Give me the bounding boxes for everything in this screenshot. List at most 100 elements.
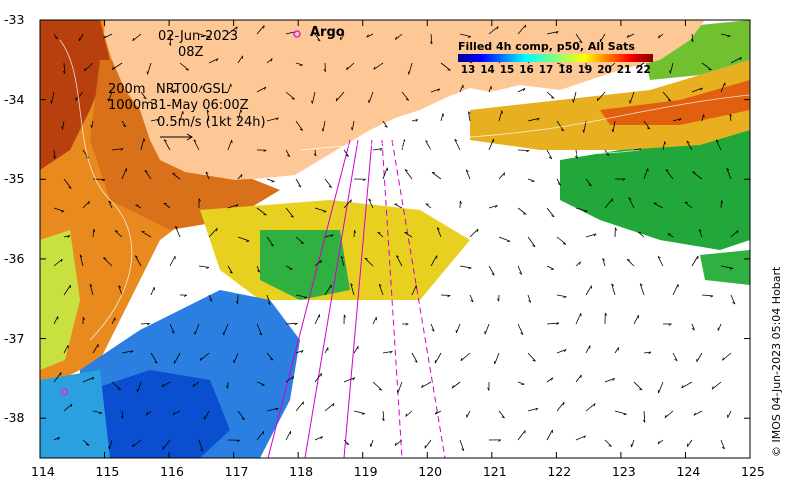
current-vector-head (436, 227, 440, 230)
current-vector (729, 113, 732, 122)
current-vector (662, 141, 666, 151)
current-vector (575, 374, 582, 383)
current-vector (227, 83, 232, 93)
current-vector (364, 257, 374, 267)
current-vector (340, 33, 345, 41)
current-vector-head (235, 26, 238, 30)
current-vector-head (271, 181, 275, 183)
current-vector-head (193, 139, 197, 142)
current-vector (53, 372, 62, 383)
current-vector (602, 258, 606, 267)
current-vector-head (560, 129, 564, 132)
current-vector (134, 255, 142, 267)
current-vector (498, 110, 503, 122)
current-vector-head (721, 446, 725, 450)
current-vector-head (143, 138, 146, 142)
current-vector (266, 236, 274, 247)
current-vector-head (57, 437, 60, 440)
current-vector-head (501, 416, 505, 419)
current-vector-head (103, 257, 107, 259)
current-vector-head (468, 111, 471, 115)
current-vector (527, 294, 532, 303)
current-vector (78, 33, 84, 42)
current-vector-head (487, 387, 490, 391)
current-vector (612, 120, 616, 133)
current-vector-head (117, 388, 121, 390)
current-vector (575, 261, 581, 267)
current-vector-head (345, 443, 350, 445)
current-vector (256, 86, 267, 93)
current-vector (608, 62, 616, 69)
current-vector (118, 285, 123, 296)
current-vector (546, 429, 553, 441)
current-vector-head (381, 418, 385, 422)
colorbar-tick-label: 18 (558, 64, 573, 76)
colorbar-tick-label: 16 (519, 64, 534, 76)
current-vector-head (287, 154, 291, 158)
current-vector (692, 171, 703, 180)
current-vector (691, 255, 699, 267)
current-vector (53, 258, 63, 267)
current-vector-head (350, 283, 354, 286)
current-vector-head (132, 37, 135, 41)
current-vector-head (299, 64, 303, 66)
current-vector-head (215, 58, 219, 62)
current-vector-head (241, 418, 245, 420)
current-vector (368, 91, 374, 103)
current-vector (424, 439, 432, 449)
current-vector (498, 236, 511, 242)
current-vector (350, 283, 355, 296)
current-vector (103, 33, 113, 39)
current-vector-head (373, 66, 376, 70)
current-vector (637, 231, 645, 238)
colorbar (458, 54, 653, 62)
x-tick-label: 114 (31, 464, 55, 479)
current-vector-head (216, 228, 218, 232)
altimetry-source: NRT00 GSL (156, 82, 228, 97)
current-vector (633, 381, 643, 391)
current-vector-head (300, 242, 304, 244)
current-vector (324, 178, 332, 188)
current-vector-head (205, 171, 209, 175)
current-vector (715, 139, 722, 151)
current-vector-head (263, 86, 267, 90)
green-region (260, 230, 350, 300)
current-vector (408, 62, 413, 75)
current-vector-head (103, 35, 106, 39)
current-vector (434, 410, 442, 415)
colorbar-tick-label: 15 (499, 64, 515, 76)
current-vector (382, 167, 388, 180)
current-vector (146, 410, 152, 416)
current-vector (556, 178, 561, 186)
current-vector (353, 346, 359, 354)
argo-tracks (267, 139, 446, 458)
current-vector (431, 172, 442, 180)
current-vector-head (604, 312, 608, 316)
current-vector-head (120, 148, 124, 151)
current-vector-head (68, 186, 72, 189)
current-vector-head (175, 226, 178, 229)
current-vector (172, 410, 181, 416)
current-vector (401, 91, 410, 101)
current-vector-head (729, 267, 733, 270)
current-vector-head (368, 198, 372, 202)
current-vector-head (442, 113, 445, 117)
current-vector-head (421, 384, 424, 388)
current-vector (691, 323, 695, 331)
current-vector (546, 377, 553, 383)
current-vector (285, 322, 298, 325)
current-vector (82, 439, 90, 446)
current-vector (469, 228, 479, 238)
current-vector-head (263, 25, 265, 29)
current-vectors (50, 24, 742, 452)
current-vector-head (657, 441, 660, 445)
current-vector (672, 118, 682, 122)
current-vector (370, 439, 374, 447)
current-vector-head (667, 99, 671, 102)
colorbar-tick-label: 19 (577, 64, 593, 76)
current-vector (669, 62, 674, 74)
argo-float-marker (60, 388, 69, 396)
current-vector (643, 168, 649, 180)
current-vector (382, 120, 388, 128)
colorbar-tick-label: 21 (616, 64, 632, 76)
